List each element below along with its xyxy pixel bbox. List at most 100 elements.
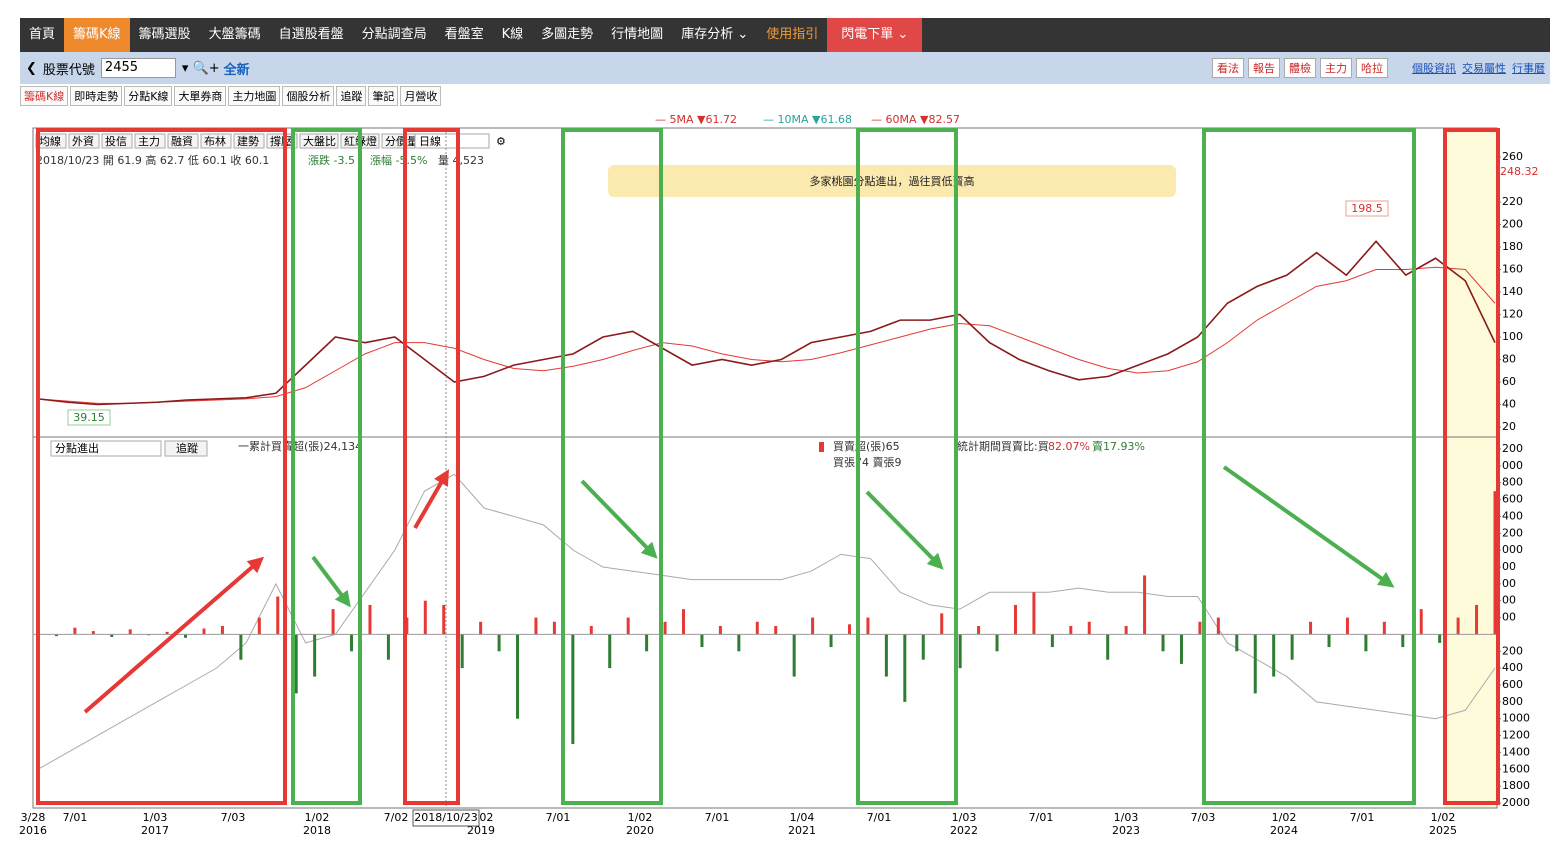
tool-button[interactable] <box>200 133 232 149</box>
action-button[interactable]: 看法 <box>1212 58 1244 78</box>
tool-button[interactable] <box>68 133 100 149</box>
info-link[interactable]: 個股資訊 <box>1412 62 1456 75</box>
net-bar <box>718 626 722 635</box>
tab[interactable]: 筆記 <box>368 86 399 106</box>
refresh[interactable]: 全新 <box>223 62 250 78</box>
action-button[interactable]: 哈拉 <box>1356 58 1388 78</box>
flow-tick-label: 200 <box>1502 526 1523 539</box>
net-bar <box>294 634 298 694</box>
x-label: 1/02 <box>628 811 653 824</box>
arrow <box>311 555 351 608</box>
nav-item[interactable]: 籌碼選股 <box>138 27 191 42</box>
net-bar <box>1216 617 1220 635</box>
net-bar <box>1419 609 1423 635</box>
tab[interactable]: 籌碼K線 <box>20 86 69 106</box>
net-bar <box>811 617 815 635</box>
back-arrow[interactable]: ❮ <box>26 60 37 76</box>
nav-item[interactable]: 自選股看盤 <box>278 27 344 42</box>
code-input[interactable]: 2455 <box>100 58 176 78</box>
flow-track[interactable] <box>164 440 208 457</box>
net-bar <box>1069 626 1073 635</box>
net-bar <box>1456 617 1460 635</box>
chart-tabs: 籌碼K線 即時走勢 分點K線 大單券商 主力地圖 個股分析 追蹤 筆記 月營收 <box>20 86 443 106</box>
cumulative-line <box>37 473 1496 770</box>
price-tick-label: 160 <box>1502 263 1523 276</box>
info-link[interactable]: 交易屬性 <box>1462 62 1506 75</box>
nav-item[interactable]: 使用指引 <box>766 27 819 42</box>
tab[interactable]: 大單券商 <box>174 86 227 106</box>
nav-item[interactable]: 大盤籌碼 <box>208 27 261 42</box>
nav-item[interactable]: 籌碼K線 <box>64 18 130 52</box>
legend-swatch <box>819 442 824 452</box>
tab[interactable]: 即時走勢 <box>70 86 123 106</box>
price-tick-label: 140 <box>1502 285 1523 298</box>
settings-icon: ⚙ <box>496 135 506 148</box>
tool-label: 布林 <box>204 134 226 148</box>
ma-legend: — 60MA ▼82.57 <box>871 113 960 126</box>
net-bar <box>1290 634 1294 660</box>
x-label: 7/01 <box>705 811 730 824</box>
x-label: 7/01 <box>867 811 892 824</box>
high-box <box>1345 200 1389 217</box>
x-label: 7/01 <box>546 811 571 824</box>
price-tick-label: 60 <box>1502 375 1516 388</box>
nav-item[interactable]: K線 <box>501 27 524 42</box>
net-bar <box>257 617 261 635</box>
tab[interactable]: 追蹤 <box>336 86 367 106</box>
tab[interactable]: 月營收 <box>400 86 442 106</box>
tab[interactable]: 主力地圖 <box>228 86 281 106</box>
net-bar <box>386 634 390 660</box>
nav-item[interactable]: 分點調查局 <box>361 27 427 42</box>
nav-item[interactable]: 多圖走勢 <box>541 27 594 42</box>
flow-tick-label: 000 <box>1502 459 1523 472</box>
tool-button[interactable] <box>167 133 199 149</box>
flow-info: 82.07% <box>1048 440 1090 453</box>
tool-button[interactable] <box>101 133 133 149</box>
nav-item[interactable]: 行情地圖 <box>611 27 664 42</box>
nav-item[interactable]: 閃電下單 ⌄ <box>827 18 923 52</box>
info-link[interactable]: 行事曆 <box>1512 62 1545 75</box>
action-button[interactable]: 體檢 <box>1284 58 1316 78</box>
x-label: 1/03 <box>143 811 168 824</box>
main-nav: 首頁 籌碼K線 籌碼選股 大盤籌碼 自選股看盤 分點調查局 看盤室 K線 多圖走勢 行情地圖 庫存分… <box>20 18 1550 52</box>
last-price: 248.32 <box>1500 165 1539 178</box>
highlight-box <box>1202 128 1416 805</box>
net-bar <box>1032 592 1036 635</box>
tool-label: 建勢 <box>237 134 259 148</box>
action-buttons: 看法 報告 體檢 主力 哈拉 <box>1212 58 1388 78</box>
tool-button[interactable] <box>266 133 298 149</box>
tool-button[interactable] <box>233 133 265 149</box>
search-icon[interactable]: ▾ 🔍+ <box>181 60 220 76</box>
flow-select[interactable] <box>50 440 162 457</box>
x-label-year: 2023 <box>1112 824 1140 837</box>
action-button[interactable]: 報告 <box>1248 58 1280 78</box>
action-button[interactable]: 主力 <box>1320 58 1352 78</box>
price-tick-label: 220 <box>1502 195 1523 208</box>
x-label-year: 2024 <box>1270 824 1298 837</box>
arrow <box>413 469 449 529</box>
tool-button[interactable] <box>134 133 166 149</box>
flow-tick-label: 00 <box>1502 560 1516 573</box>
period-select[interactable] <box>414 133 490 149</box>
x-label-year: 2016 <box>19 824 47 837</box>
flow-info: 買賣超(張)65 <box>833 439 900 453</box>
net-bar <box>1309 621 1313 635</box>
x-label: 1/03 <box>1114 811 1139 824</box>
tool-button[interactable] <box>299 133 339 149</box>
net-bar <box>774 626 778 635</box>
x-label: 7/03 <box>1191 811 1216 824</box>
tab[interactable]: 個股分析 <box>282 86 335 106</box>
info-links: 個股資訊 交易屬性 行事曆 <box>1412 60 1545 76</box>
nav-item[interactable]: 庫存分析 ⌄ <box>681 27 749 42</box>
tool-label: 大盤比 <box>303 134 336 148</box>
net-bar <box>1235 634 1239 652</box>
tab[interactable]: 分點K線 <box>124 86 173 106</box>
nav-item[interactable]: 看盤室 <box>444 27 484 42</box>
nav-item[interactable]: 首頁 <box>29 27 56 42</box>
net-bar <box>202 628 206 635</box>
low-label: 39.15 <box>73 411 105 424</box>
net-bar <box>1179 634 1183 664</box>
flow-tick-label: 1600 <box>1502 762 1530 775</box>
tool-label: 主力 <box>138 135 160 148</box>
net-bar <box>368 604 372 635</box>
